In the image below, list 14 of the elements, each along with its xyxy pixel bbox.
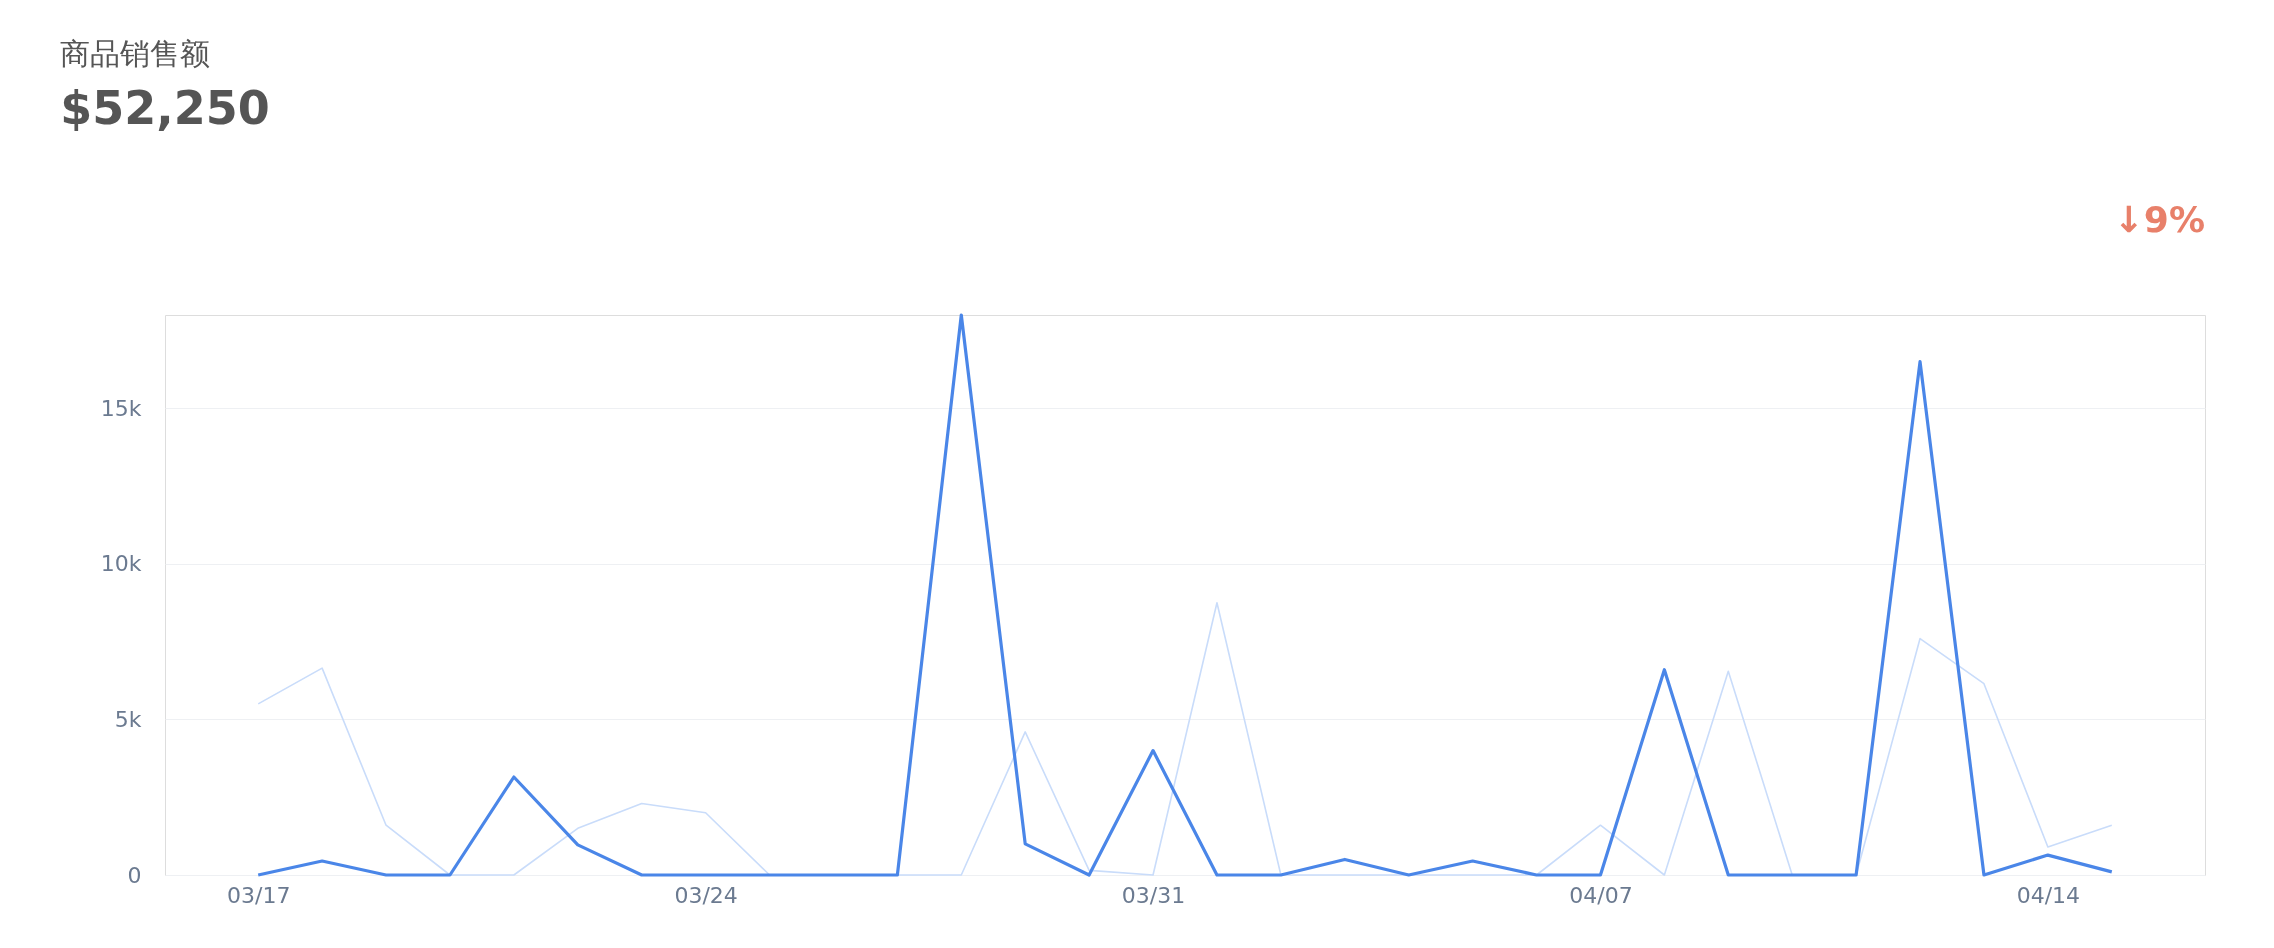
line-series	[257, 601, 2113, 876]
x-tick-label: 04/14	[2016, 882, 2081, 908]
y-tick-label: 10k	[100, 551, 142, 577]
text: ↓9%	[2113, 199, 2205, 240]
line-series	[256, 313, 2114, 877]
chart-title: 商品销售额	[60, 36, 211, 71]
x-tick-label: 04/07	[1569, 882, 1633, 908]
x-tick-label: 03/24	[674, 882, 738, 908]
y-tick-label: 0	[127, 862, 142, 888]
x-tick-label: 03/17	[227, 882, 291, 908]
y-tick-label: 15k	[100, 395, 142, 421]
y-tick-label: 5k	[114, 706, 142, 732]
chart-subtitle: $52,250	[60, 81, 270, 135]
x-tick-label: 03/31	[1121, 882, 1186, 908]
